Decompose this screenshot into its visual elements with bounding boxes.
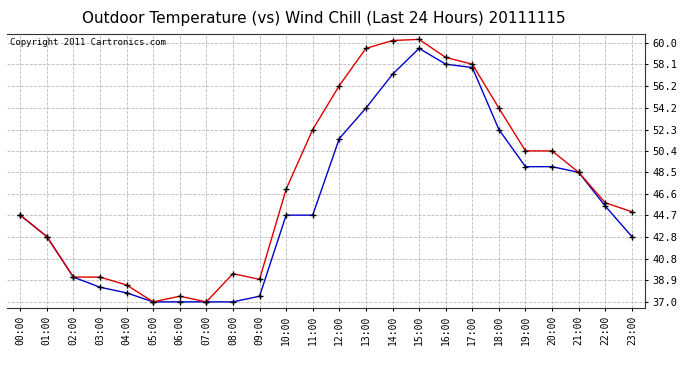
Text: Outdoor Temperature (vs) Wind Chill (Last 24 Hours) 20111115: Outdoor Temperature (vs) Wind Chill (Las… bbox=[83, 11, 566, 26]
Text: Copyright 2011 Cartronics.com: Copyright 2011 Cartronics.com bbox=[10, 38, 166, 47]
